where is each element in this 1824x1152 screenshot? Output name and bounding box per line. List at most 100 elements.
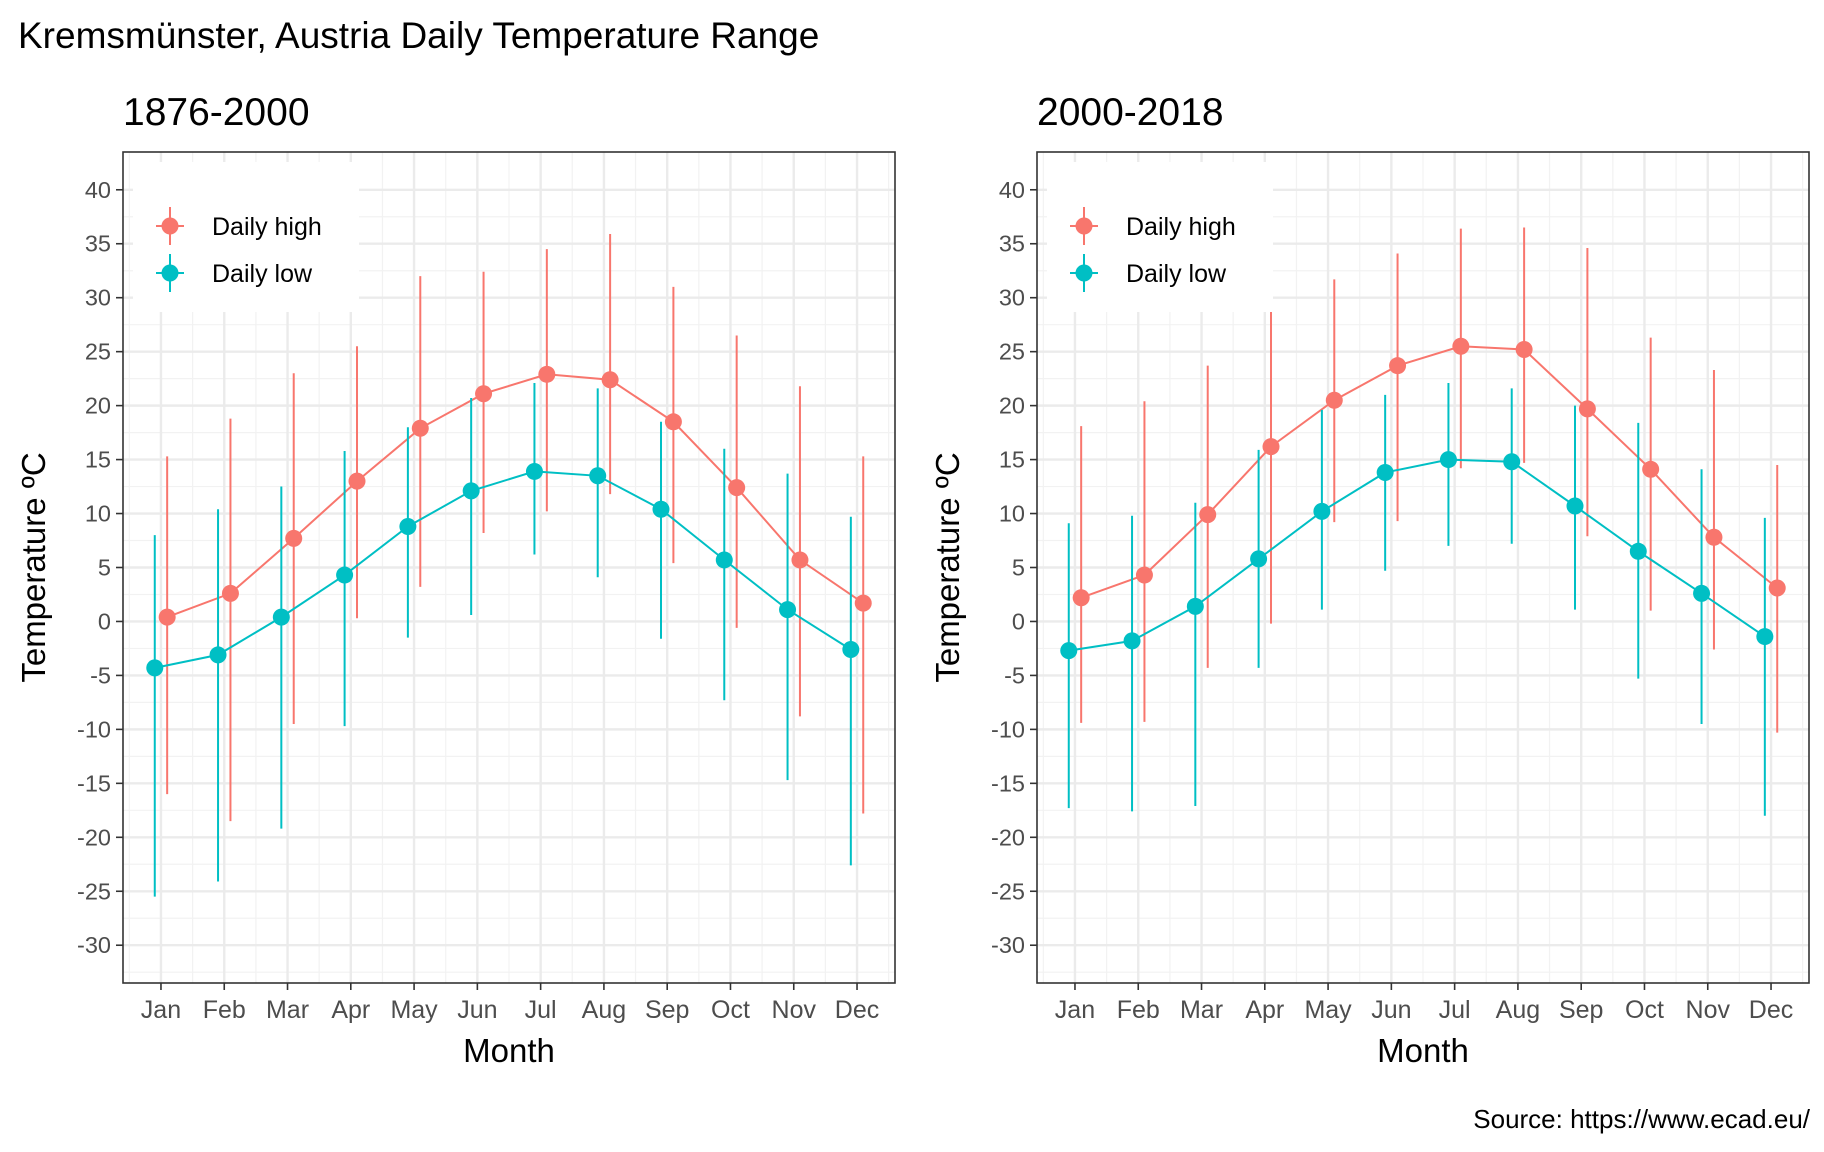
legend-label-high: Daily high	[1126, 213, 1236, 241]
y-tick-label: 40	[85, 177, 111, 203]
y-tick-label: 5	[98, 555, 111, 581]
x-tick-label: May	[1304, 996, 1352, 1024]
data-point-low	[1376, 464, 1394, 482]
data-point-low	[272, 608, 290, 626]
data-point-low	[336, 566, 354, 584]
data-point-high	[1705, 528, 1723, 546]
x-tick-label: Sep	[1559, 996, 1603, 1024]
y-tick-label: 35	[85, 231, 111, 257]
data-point-high	[1642, 460, 1660, 478]
y-tick-label: 0	[98, 608, 111, 634]
data-point-high	[1072, 589, 1090, 607]
x-tick-label: Sep	[645, 996, 689, 1024]
data-point-high	[1768, 579, 1786, 597]
x-tick-label: Nov	[772, 996, 817, 1024]
data-point-low	[1439, 451, 1457, 469]
source-caption: Source: https://www.ecad.eu/	[1473, 1104, 1811, 1134]
x-tick-label: Aug	[1496, 996, 1540, 1024]
data-point-low	[1756, 628, 1774, 646]
data-point-high	[221, 584, 239, 602]
panel-title: 2000-2018	[1037, 91, 1224, 134]
data-point-low	[779, 601, 797, 619]
data-point-high	[1325, 391, 1343, 409]
data-point-low	[1313, 502, 1331, 520]
data-point-low	[652, 500, 670, 518]
legend: Daily high Daily low	[1047, 162, 1273, 312]
data-point-high	[411, 419, 429, 437]
x-axis-title: Month	[463, 1032, 555, 1069]
legend: Daily high Daily low	[133, 162, 359, 312]
x-tick-label: Apr	[331, 996, 370, 1024]
y-tick-label: 15	[85, 447, 111, 473]
y-tick-label: 20	[999, 393, 1025, 419]
panel-title: 1876-2000	[123, 91, 310, 134]
x-tick-label: Feb	[1117, 996, 1160, 1024]
y-tick-label: 40	[999, 177, 1025, 203]
x-tick-label: Oct	[1625, 996, 1664, 1024]
data-point-low	[715, 551, 733, 569]
x-tick-label: Aug	[582, 996, 626, 1024]
y-tick-label: -30	[77, 932, 111, 958]
y-tick-label: -20	[991, 824, 1025, 850]
data-point-high	[475, 385, 493, 403]
data-point-high	[348, 472, 366, 490]
y-tick-label: 10	[85, 501, 111, 527]
data-point-high	[1135, 566, 1153, 584]
series-line-low	[1068, 458, 1766, 652]
y-tick-label: 0	[1012, 608, 1025, 634]
y-tick-label: 30	[999, 285, 1025, 311]
figure-title: Kremsmünster, Austria Daily Temperature …	[18, 15, 819, 56]
panel-1876-2000: 40 35 30 25 20 15 10 5 0 -5 -10 -15 -20 -25 -30 Jan Feb M…	[15, 91, 896, 1069]
series-line-low	[154, 470, 852, 669]
x-tick-label: Dec	[1749, 996, 1793, 1024]
x-axis-title: Month	[1377, 1032, 1469, 1069]
data-point-high	[601, 371, 619, 389]
data-point-low	[1186, 597, 1204, 615]
legend-label-low: Daily low	[212, 260, 313, 288]
y-tick-label: 5	[1012, 555, 1025, 581]
legend-key-point-low	[161, 264, 179, 282]
legend-label-low: Daily low	[1126, 260, 1227, 288]
x-tick-label: Feb	[203, 996, 246, 1024]
legend-label-high: Daily high	[212, 213, 322, 241]
y-tick-label: -5	[90, 662, 111, 688]
x-tick-label: Jul	[525, 996, 557, 1024]
y-tick-label: 35	[999, 231, 1025, 257]
y-axis-title: Temperature ºC	[929, 452, 966, 682]
x-tick-label: Dec	[835, 996, 879, 1024]
x-tick-label: Apr	[1245, 996, 1284, 1024]
y-tick-label: -25	[77, 878, 111, 904]
data-point-high	[158, 608, 176, 626]
data-point-low	[146, 659, 164, 677]
x-tick-label: Mar	[1180, 996, 1223, 1024]
legend-key-point-high	[1075, 217, 1093, 235]
y-tick-label: 25	[999, 339, 1025, 365]
x-tick-label: Jun	[1371, 996, 1411, 1024]
legend-key-point-high	[161, 217, 179, 235]
x-tick-label: Nov	[1686, 996, 1731, 1024]
data-point-low	[589, 467, 607, 485]
x-tick-label: Oct	[711, 996, 750, 1024]
y-tick-label: -5	[1004, 662, 1025, 688]
y-tick-label: -30	[991, 932, 1025, 958]
data-point-high	[285, 529, 303, 547]
y-tick-label: 25	[85, 339, 111, 365]
y-axis-title: Temperature ºC	[15, 452, 52, 682]
data-point-high	[728, 479, 746, 497]
y-tick-label: -25	[991, 878, 1025, 904]
data-point-low	[1060, 642, 1078, 660]
data-point-high	[1452, 337, 1470, 355]
data-point-low	[209, 646, 227, 664]
data-point-low	[1693, 584, 1711, 602]
data-point-high	[1578, 400, 1596, 418]
x-tick-label: May	[390, 996, 438, 1024]
x-tick-label: Jun	[457, 996, 497, 1024]
y-tick-label: -15	[77, 770, 111, 796]
data-point-low	[462, 482, 480, 500]
data-point-high	[1389, 357, 1407, 375]
data-point-low	[1566, 497, 1584, 515]
data-point-low	[1503, 453, 1521, 471]
y-tick-label: -20	[77, 824, 111, 850]
data-point-high	[1262, 438, 1280, 456]
